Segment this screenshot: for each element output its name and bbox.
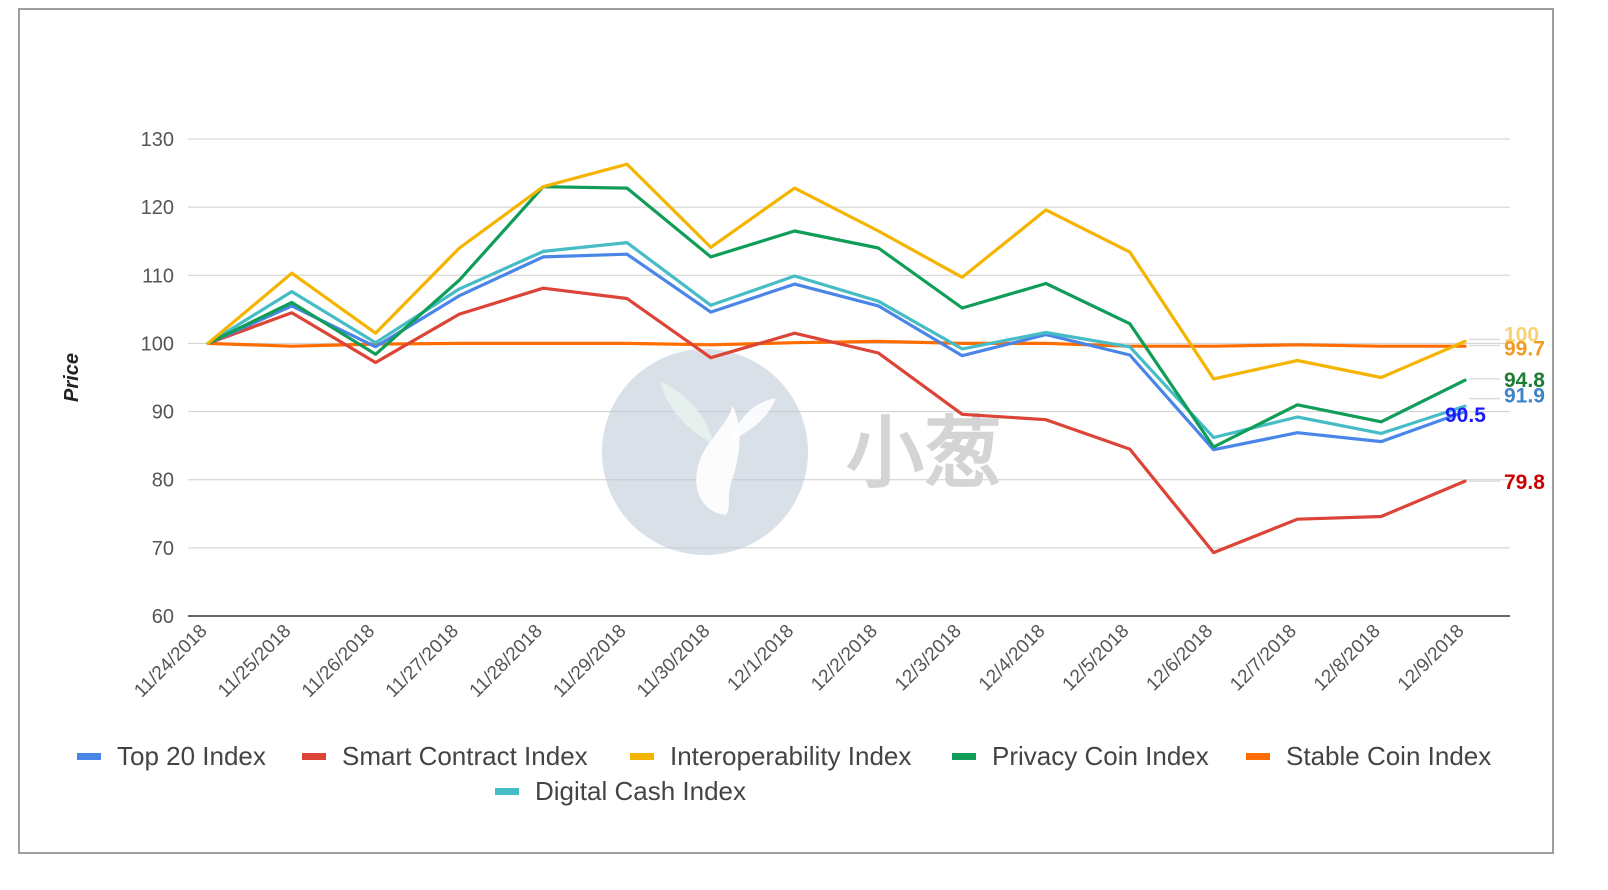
legend-swatch (630, 753, 654, 760)
x-tick-label: 11/27/2018 (382, 621, 463, 702)
x-tick-label: 12/7/2018 (1226, 621, 1301, 696)
x-tick-label: 11/26/2018 (298, 621, 379, 702)
series-line (206, 286, 1467, 555)
watermark-logo: 小葱 (602, 349, 1002, 555)
line-chart: 60 70 80 90 100 110 120 130 Price 小葱 11/24/2018… (61, 129, 1545, 806)
series-line (206, 252, 1467, 452)
x-tick-label: 11/24/2018 (130, 621, 211, 702)
end-value-label: 79.8 (1504, 471, 1545, 494)
legend-swatch (495, 788, 519, 795)
x-tick-label: 12/9/2018 (1394, 621, 1469, 696)
series-line (206, 162, 1467, 381)
legend-swatch (1246, 753, 1270, 760)
y-tick-label: 60 (152, 606, 174, 628)
end-value-label: 94.8 (1504, 369, 1545, 392)
sprout-left-leaf-icon (660, 382, 712, 442)
legend-swatch (77, 753, 101, 760)
series-lines (206, 162, 1467, 555)
x-tick-label: 12/6/2018 (1143, 621, 1218, 696)
x-tick-label: 12/2/2018 (807, 621, 882, 696)
legend-label: Stable Coin Index (1286, 741, 1491, 771)
legend-label: Smart Contract Index (342, 741, 588, 771)
y-tick-label: 90 (152, 402, 174, 424)
x-tick-label: 11/29/2018 (549, 621, 630, 702)
x-tick-label: 12/5/2018 (1059, 621, 1134, 696)
y-axis-ticks: 60 70 80 90 100 110 120 130 (141, 129, 174, 628)
x-tick-label: 11/30/2018 (633, 621, 714, 702)
end-value-label: 91.9 (1504, 385, 1545, 408)
chart-frame: 60 70 80 90 100 110 120 130 Price 小葱 11/24/2018… (18, 8, 1554, 854)
legend-swatch (302, 753, 326, 760)
x-tick-label: 11/28/2018 (466, 621, 547, 702)
end-value-label: 100 (1504, 323, 1539, 346)
y-tick-label: 120 (141, 197, 174, 219)
x-axis-ticks: 11/24/2018 11/25/2018 11/26/2018 11/27/2018… (130, 621, 1468, 702)
legend-swatch (952, 753, 976, 760)
end-value-label: 99.7 (1504, 337, 1545, 360)
y-axis-label: Price (61, 353, 83, 402)
y-tick-label: 70 (152, 538, 174, 560)
y-tick-label: 80 (152, 470, 174, 492)
y-tick-label: 110 (142, 265, 174, 287)
legend-label: Privacy Coin Index (992, 741, 1209, 771)
series-line (206, 185, 1467, 449)
series-line (206, 241, 1467, 440)
sprout-stem-icon (696, 405, 740, 515)
watermark-text: 小葱 (846, 409, 1002, 497)
x-tick-label: 12/3/2018 (891, 621, 966, 696)
y-tick-label: 100 (141, 333, 174, 355)
legend: Top 20 Index Smart Contract Index Interope… (77, 741, 1491, 806)
legend-label: Digital Cash Index (535, 776, 746, 806)
x-tick-label: 12/8/2018 (1310, 621, 1385, 696)
x-tick-label: 12/4/2018 (975, 621, 1050, 696)
end-value-label: 90.5 (1445, 404, 1486, 427)
grid-lines (188, 138, 1510, 617)
legend-label: Interoperability Index (670, 741, 911, 771)
x-tick-label: 11/25/2018 (214, 621, 295, 702)
x-tick-label: 12/1/2018 (724, 621, 799, 696)
sprout-right-leaf-icon (732, 398, 776, 440)
y-tick-label: 130 (141, 129, 174, 151)
legend-label: Top 20 Index (117, 741, 266, 771)
